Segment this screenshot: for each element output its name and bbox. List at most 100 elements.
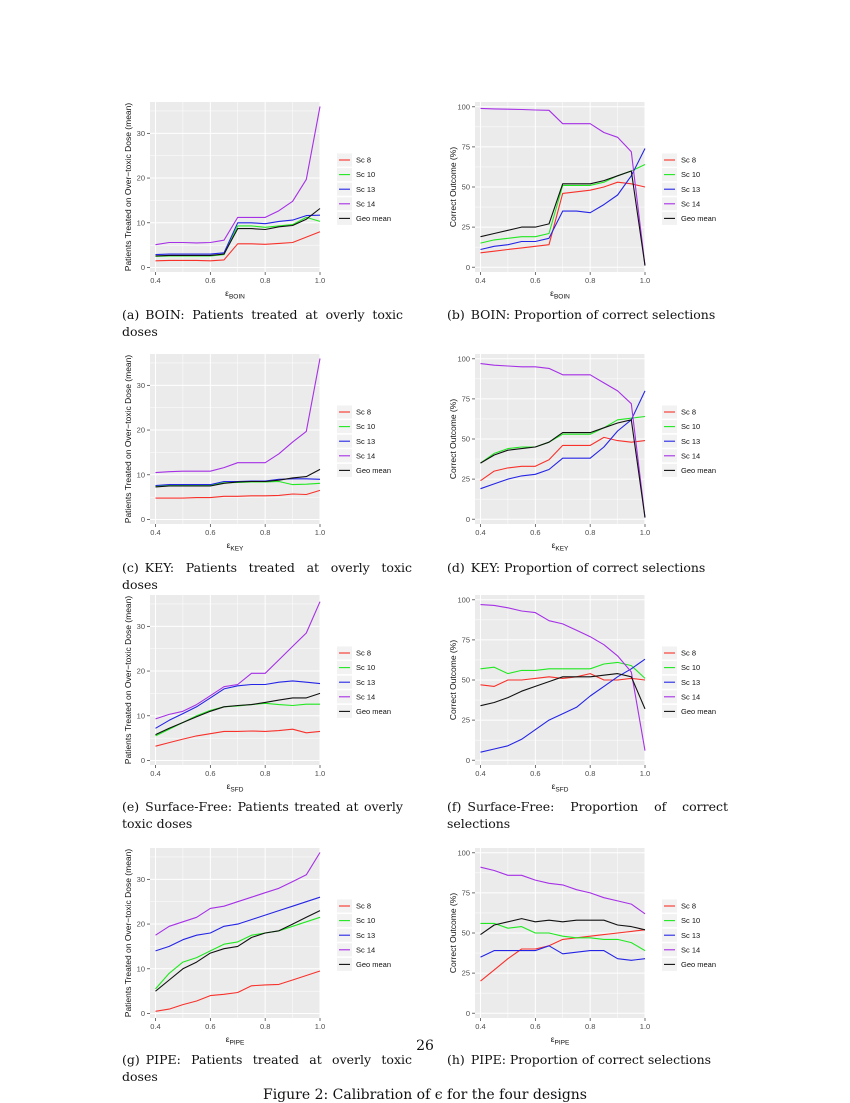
caption-label: (c) [122,560,139,575]
legend-label: Sc 13 [681,437,700,446]
x-tick-label: 0.6 [530,276,540,285]
x-tick-label: 0.4 [150,769,160,778]
legend-label: Sc 13 [681,678,700,687]
legend-label: Geo mean [356,466,391,475]
y-tick-label: 50 [462,435,470,444]
x-axis-title-subscript: KEY [230,546,244,553]
x-tick-label: 0.6 [530,528,540,537]
y-tick-label: 10 [137,470,145,479]
y-tick-label: 75 [462,889,470,898]
legend-label: Sc 13 [681,931,700,940]
figure-caption: Figure 2: Calibration of ϵ for the four … [262,1087,587,1103]
legend-label: Geo mean [681,466,716,475]
series-line-geo-mean [155,208,321,257]
x-tick-label: 0.8 [260,769,270,778]
x-axis-title-base: ε [550,288,554,298]
y-tick-label: 75 [462,143,470,152]
legend-label: Geo mean [681,214,716,223]
chart-a-boin-toxic: 0.4 0.6 0.8 1.0 0 10 20 30 εBOIN Patients Treated… [123,102,391,301]
series-line-geo-mean [155,910,321,992]
caption-label: (d) [447,560,465,575]
legend-label: Sc 8 [356,408,371,417]
legend-label: Sc 14 [681,199,700,208]
legend-label: Sc 10 [356,170,375,179]
plot-panel [150,595,320,765]
x-tick-label: 0.8 [260,276,270,285]
series-line-sc-14 [480,107,646,266]
y-tick-label: 100 [457,354,470,363]
caption-text: PIPE: Proportion of correct selections [470,1052,712,1067]
legend-label: Sc 14 [681,692,700,701]
legend-label: Geo mean [356,214,391,223]
series-line-sc-8 [480,673,646,687]
y-tick-label: 0 [466,756,470,765]
y-tick-label: 10 [137,711,145,720]
legend-label: Sc 10 [356,422,375,431]
y-tick-label: 20 [137,174,145,183]
legend-label: Sc 8 [356,902,371,911]
legend-label: Geo mean [356,707,391,716]
series-line-sc-14 [155,852,321,936]
y-tick-label: 100 [457,848,470,857]
legend-label: Sc 8 [681,902,696,911]
legend-label: Sc 13 [681,185,700,194]
series-line-sc-14 [480,363,646,518]
caption-text: KEY: Patients treated at overly toxic do… [122,560,412,592]
y-tick-label: 50 [462,676,470,685]
legend-label: Sc 8 [681,408,696,417]
x-axis-title-base: ε [225,288,229,298]
x-axis-title-base: ε [551,1034,555,1044]
caption-text: BOIN: Proportion of correct selections [470,307,716,322]
legend-label: Geo mean [681,960,716,969]
x-axis-title: εPIPE [226,1034,245,1047]
chart-d-key-correct: 0.4 0.6 0.8 1.0 0 25 50 75 100 εKEY Correct Outcom… [448,354,716,553]
legend-label: Sc 8 [681,649,696,658]
legend-label: Sc 14 [356,945,375,954]
x-tick-label: 0.8 [260,528,270,537]
x-tick-label: 0.8 [260,1022,270,1031]
y-tick-label: 25 [462,716,470,725]
caption-text: PIPE: Patients treated at overly toxic d… [122,1052,412,1084]
x-tick-label: 0.4 [150,276,160,285]
x-tick-label: 1.0 [315,528,325,537]
legend-label: Sc 8 [681,156,696,165]
x-axis-title-base: ε [227,540,231,550]
x-tick-label: 1.0 [640,528,650,537]
legend-label: Sc 14 [356,199,375,208]
x-axis-title-base: ε [552,781,556,791]
caption-text: BOIN: Patients treated at overly toxic d… [122,307,403,339]
series-line-sc-8 [480,436,646,482]
y-tick-label: 0 [141,263,145,272]
legend-label: Sc 13 [356,185,375,194]
x-tick-label: 0.6 [205,1022,215,1031]
x-tick-label: 1.0 [640,769,650,778]
series-line-sc-13 [155,680,321,729]
chart-g-pipe-toxic: 0.4 0.6 0.8 1.0 0 10 20 30 εPIPE Patients Treated… [123,848,391,1047]
plot-panel [150,354,320,524]
series-line-sc-13 [480,945,646,961]
legend-label: Sc 13 [356,437,375,446]
series-line-sc-13 [480,148,646,251]
x-axis-title: εBOIN [225,288,245,301]
series-line-sc-13 [155,896,321,952]
series-line-geo-mean [155,468,321,488]
series-line-sc-10 [480,661,646,679]
series-line-sc-8 [155,231,321,262]
legend-label: Sc 13 [356,931,375,940]
series-line-sc-13 [480,658,646,753]
y-axis-title: Patients Treated on Over−toxic Dose (mea… [123,849,133,1018]
caption-text: KEY: Proportion of correct selections [470,560,706,575]
x-tick-label: 0.4 [150,1022,160,1031]
x-tick-label: 1.0 [315,1022,325,1031]
x-tick-label: 1.0 [315,769,325,778]
x-tick-label: 0.6 [530,769,540,778]
legend-label: Sc 14 [356,692,375,701]
caption-label: (g) [122,1052,140,1067]
caption-h: (h) PIPE: Proportion of correct selection… [447,1051,737,1068]
caption-label: (f) [447,799,462,814]
plot-panel [150,848,320,1018]
legend-label: Sc 13 [356,678,375,687]
x-tick-label: 1.0 [640,1022,650,1031]
x-tick-label: 0.4 [475,769,485,778]
y-tick-label: 10 [137,964,145,973]
